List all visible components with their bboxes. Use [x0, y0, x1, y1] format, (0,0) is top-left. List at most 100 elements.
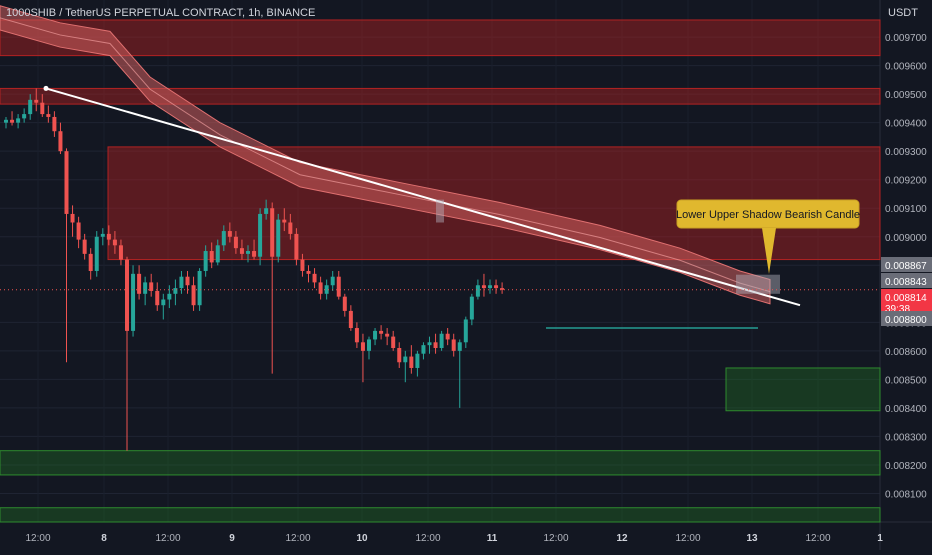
x-tick-label: 12:00	[805, 533, 830, 544]
currency-label: USDT	[888, 7, 918, 19]
trendline-layer	[43, 85, 801, 307]
price-label: 0.008843	[885, 277, 927, 288]
price-label: 0.008867	[885, 261, 927, 272]
candle-body	[348, 310, 353, 329]
candle-body	[427, 342, 432, 346]
price-label: 0.008814	[885, 293, 927, 304]
support-zone	[0, 507, 881, 523]
candle-body	[373, 330, 378, 340]
x-tick-label: 9	[229, 533, 235, 544]
support-zone	[0, 450, 881, 476]
candle-body	[76, 222, 81, 240]
price-label-bg	[881, 273, 932, 288]
y-tick-label: 0.008100	[885, 489, 927, 500]
candle-body	[64, 151, 69, 214]
candle-body	[330, 276, 335, 286]
y-tick-label: 0.008500	[885, 375, 927, 386]
candle-body	[336, 276, 341, 297]
candle-body	[28, 99, 33, 115]
candle-body	[397, 348, 402, 363]
support-zone	[725, 367, 881, 412]
y-tick-label: 0.008200	[885, 461, 927, 472]
candle-body	[276, 219, 281, 257]
candle-body	[10, 119, 15, 123]
candle-body	[318, 282, 323, 294]
x-tick-label: 12:00	[415, 533, 440, 544]
candle-body	[58, 131, 63, 152]
price-label: 0.008800	[885, 315, 927, 326]
candle-body	[203, 251, 208, 271]
candle-body	[106, 233, 111, 240]
candle-body	[215, 245, 220, 263]
candle-body	[143, 282, 148, 294]
y-tick-label: 0.009200	[885, 176, 927, 187]
candle-body	[475, 285, 480, 297]
time-axis: 12:00 8 12:00 9 12:00 10 12:00 11 12:00 12 12:00 13…	[25, 533, 883, 544]
candle-body	[239, 248, 244, 254]
candle-body	[258, 213, 263, 257]
x-tick-label: 12	[616, 533, 628, 544]
candle-body	[391, 336, 396, 348]
y-tick-label: 0.009000	[885, 233, 927, 244]
candle-body	[197, 270, 202, 306]
candle-body	[191, 285, 196, 306]
candle-body	[149, 282, 154, 291]
candle-body	[312, 273, 317, 283]
x-tick-label: 10	[356, 533, 368, 544]
candle-body	[167, 293, 172, 300]
highlight-box	[436, 199, 444, 223]
candle-body	[409, 356, 414, 368]
candle-body	[4, 119, 8, 123]
x-tick-label: 8	[101, 533, 107, 544]
candle-body	[488, 285, 492, 289]
candle-body	[94, 236, 99, 271]
candles	[4, 88, 505, 451]
x-tick-label: 1	[877, 533, 883, 544]
candle-body	[227, 231, 232, 237]
candle-body	[137, 273, 142, 294]
candle-body	[125, 259, 129, 331]
candle-body	[300, 259, 305, 271]
candle-body	[246, 251, 250, 254]
x-tick-label: 12:00	[155, 533, 180, 544]
candle-body	[445, 333, 450, 340]
candle-body	[403, 356, 408, 363]
price-axis: 0.009700 0.009600 0.009500 0.009400 0.009300…	[881, 33, 932, 500]
ma-band	[0, 5, 771, 305]
y-tick-label: 0.009100	[885, 204, 927, 215]
ma-line	[0, 17, 771, 293]
candle-body	[270, 208, 275, 257]
candle-body	[52, 116, 57, 132]
trendline-anchor	[43, 85, 49, 91]
candle-body	[481, 285, 486, 289]
candle-body	[118, 245, 123, 260]
moving-average-band	[0, 5, 771, 305]
annotation-layer: Lower Upper Shadow Bearish Candle	[0, 199, 880, 330]
candle-body	[46, 114, 51, 117]
annotation-text: Lower Upper Shadow Bearish Candle	[676, 209, 860, 221]
candle-body	[173, 288, 178, 294]
candle-body	[282, 219, 287, 223]
trendline	[45, 87, 801, 307]
zones	[0, 19, 881, 523]
price-label: 39:38	[885, 304, 910, 315]
candle-body	[233, 236, 238, 249]
candle-body	[22, 114, 27, 119]
candle-body	[457, 342, 462, 351]
candle-body	[415, 353, 420, 368]
annotation-pointer	[762, 228, 776, 274]
x-tick-label: 13	[746, 533, 758, 544]
candle-body	[252, 251, 257, 257]
highlight-box	[736, 274, 780, 294]
price-label-bg	[881, 289, 932, 311]
candle-body	[209, 251, 214, 263]
candle-body	[500, 288, 505, 290]
candle-body	[421, 345, 426, 354]
candle-body	[34, 99, 39, 103]
y-tick-label: 0.009400	[885, 119, 927, 130]
resistance-zone	[0, 87, 881, 105]
candle-body	[342, 296, 347, 311]
candle-body	[451, 339, 456, 351]
